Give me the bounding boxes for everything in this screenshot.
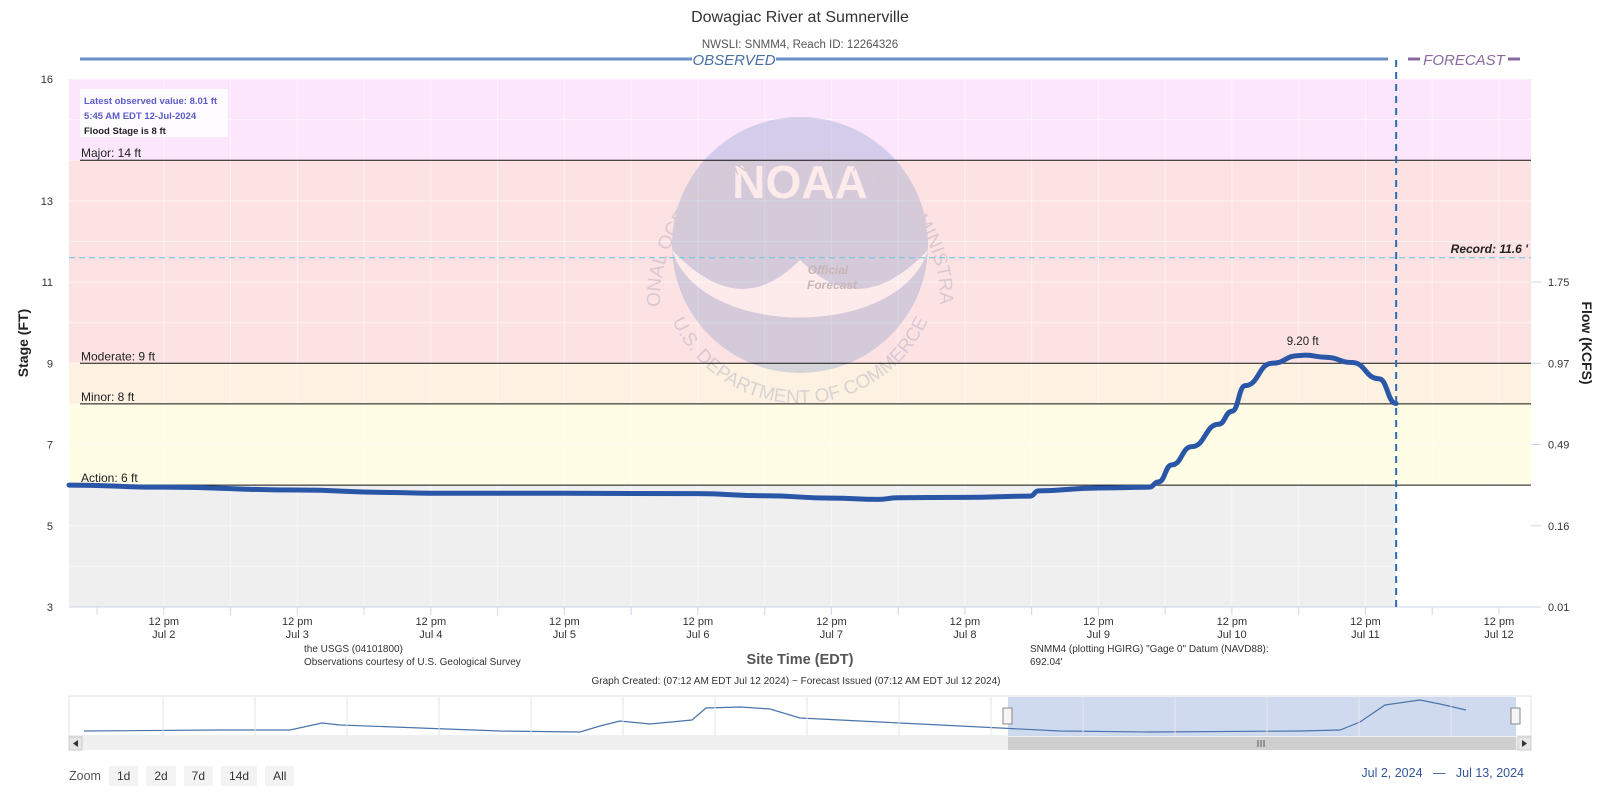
range-separator: — bbox=[1432, 766, 1446, 780]
chart-title: Dowagiac River at Sumnerville bbox=[691, 9, 909, 26]
zoom-all-button[interactable]: All bbox=[265, 766, 295, 786]
band-forecast-none bbox=[1396, 485, 1531, 607]
y2-tick-label: 0.97 bbox=[1548, 358, 1569, 370]
x-tick-label-date: Jul 2 bbox=[152, 629, 175, 641]
datum-line2: 692.04' bbox=[1030, 657, 1063, 668]
x-tick-label-date: Jul 5 bbox=[553, 629, 576, 641]
navigator bbox=[68, 695, 1532, 751]
y-tick-label: 11 bbox=[42, 277, 53, 289]
x-tick-label-date: Jul 4 bbox=[419, 629, 442, 641]
y-tick-label: 7 bbox=[47, 440, 53, 452]
x-tick-label-date: Jul 12 bbox=[1484, 629, 1513, 641]
x-tick-label-date: Jul 6 bbox=[686, 629, 709, 641]
y2-tick-label: 0.49 bbox=[1548, 440, 1569, 452]
record-label: Record: 11.6 ' bbox=[1451, 242, 1529, 256]
navigator-series bbox=[83, 699, 1467, 733]
x-axis-title: Site Time (EDT) bbox=[747, 652, 854, 668]
y2-axis-title: Flow (KCFS) bbox=[1579, 301, 1595, 384]
range-from: Jul 2, 2024 bbox=[1361, 766, 1423, 780]
peak-label: 9.20 ft bbox=[1287, 336, 1320, 348]
series-layer bbox=[66, 352, 1399, 502]
zoom-controls: Zoom 1d 2d 7d 14d All bbox=[69, 765, 295, 787]
scroll-left-arrow-icon bbox=[73, 740, 78, 747]
noaa-logo-circle bbox=[672, 117, 928, 373]
x-tick-label-time: 12 pm bbox=[282, 616, 313, 628]
chart-subtitle: NWSLI: SNMM4, Reach ID: 12264326 bbox=[702, 39, 898, 51]
usgs-credit-line1: the USGS (04101800) bbox=[304, 644, 403, 655]
x-tick-label-date: Jul 8 bbox=[953, 629, 976, 641]
observed-label: OBSERVED bbox=[692, 52, 775, 69]
stage-series-line bbox=[66, 352, 1399, 502]
x-tick-label-time: 12 pm bbox=[1484, 616, 1515, 628]
threshold-label: Major: 14 ft bbox=[81, 146, 142, 160]
band-forecast-moderate bbox=[1396, 160, 1531, 364]
zoom-2d-button[interactable]: 2d bbox=[146, 766, 176, 786]
x-tick-label-time: 12 pm bbox=[1083, 616, 1114, 628]
scroll-right-arrow-icon bbox=[1522, 740, 1527, 747]
band-minor bbox=[69, 363, 1397, 404]
y-tick-label: 5 bbox=[47, 521, 53, 533]
forecast-label: FORECAST bbox=[1423, 52, 1507, 69]
y2-tick-label: 1.75 bbox=[1548, 277, 1569, 289]
navigator-selected-range[interactable] bbox=[1008, 697, 1516, 736]
watermark-official: Official bbox=[808, 263, 849, 277]
date-range-display[interactable]: Jul 2, 2024 — Jul 13, 2024 bbox=[1361, 766, 1524, 780]
flood-stage-note: Flood Stage is 8 ft bbox=[84, 126, 167, 137]
x-tick-label-time: 12 pm bbox=[549, 616, 580, 628]
latest-observed-value: Latest observed value: 8.01 ft bbox=[84, 96, 218, 107]
x-tick-label-time: 12 pm bbox=[416, 616, 447, 628]
graph-created-note: Graph Created: (07:12 AM EDT Jul 12 2024… bbox=[591, 676, 1000, 687]
band-forecast-minor bbox=[1396, 363, 1531, 404]
y2-tick-label: 0.16 bbox=[1548, 521, 1569, 533]
noaa-gull-shape bbox=[672, 250, 928, 318]
y2-tick-label: 0.01 bbox=[1548, 602, 1569, 614]
range-to: Jul 13, 2024 bbox=[1455, 766, 1524, 780]
scrollbar-thumb[interactable] bbox=[1008, 737, 1516, 750]
latest-info-box bbox=[80, 89, 228, 137]
latest-observed-time: 5:45 AM EDT 12-Jul-2024 bbox=[84, 111, 197, 122]
x-tick-label-time: 12 pm bbox=[1217, 616, 1248, 628]
y-tick-label: 16 bbox=[41, 74, 53, 86]
scrollbar-grip-icon bbox=[1257, 740, 1265, 747]
threshold-label: Action: 6 ft bbox=[81, 471, 138, 485]
watermark-forecast: Forecast bbox=[807, 278, 858, 292]
threshold-lines: Action: 6 ft Minor: 8 ft Moderate: 9 ft Maj… bbox=[80, 146, 1531, 486]
zoom-14d-button[interactable]: 14d bbox=[221, 766, 258, 786]
y-axis-title: Stage (FT) bbox=[15, 309, 31, 377]
x-tick-label-time: 12 pm bbox=[149, 616, 180, 628]
x-tick-label-date: Jul 10 bbox=[1217, 629, 1246, 641]
x-tick-label-time: 12 pm bbox=[683, 616, 714, 628]
band-moderate bbox=[69, 160, 1397, 364]
threshold-label: Moderate: 9 ft bbox=[81, 349, 156, 363]
datum-line1: SNMM4 (plotting HGIRG) "Gage 0" Datum (N… bbox=[1030, 644, 1269, 655]
y-tick-label: 13 bbox=[41, 196, 53, 208]
x-tick-label-date: Jul 7 bbox=[820, 629, 843, 641]
zoom-7d-button[interactable]: 7d bbox=[183, 766, 214, 786]
x-tick-label-date: Jul 3 bbox=[286, 629, 309, 641]
usgs-credit-line2: Observations courtesy of U.S. Geological… bbox=[304, 657, 521, 668]
navigator-handle-left[interactable] bbox=[1002, 707, 1013, 725]
x-tick-label-time: 12 pm bbox=[950, 616, 981, 628]
noaa-logo-text: NOAA bbox=[732, 156, 867, 208]
threshold-label: Minor: 8 ft bbox=[81, 390, 135, 404]
band-none bbox=[69, 485, 1397, 607]
zoom-1d-button[interactable]: 1d bbox=[108, 766, 139, 786]
navigator-handle-right[interactable] bbox=[1510, 707, 1521, 725]
x-tick-label-date: Jul 9 bbox=[1087, 629, 1110, 641]
y-tick-label: 9 bbox=[47, 358, 53, 370]
zoom-label: Zoom bbox=[69, 769, 101, 783]
y-tick-label: 3 bbox=[47, 602, 53, 614]
x-tick-label-time: 12 pm bbox=[816, 616, 847, 628]
x-tick-label-date: Jul 11 bbox=[1351, 629, 1380, 641]
x-tick-label-time: 12 pm bbox=[1350, 616, 1381, 628]
